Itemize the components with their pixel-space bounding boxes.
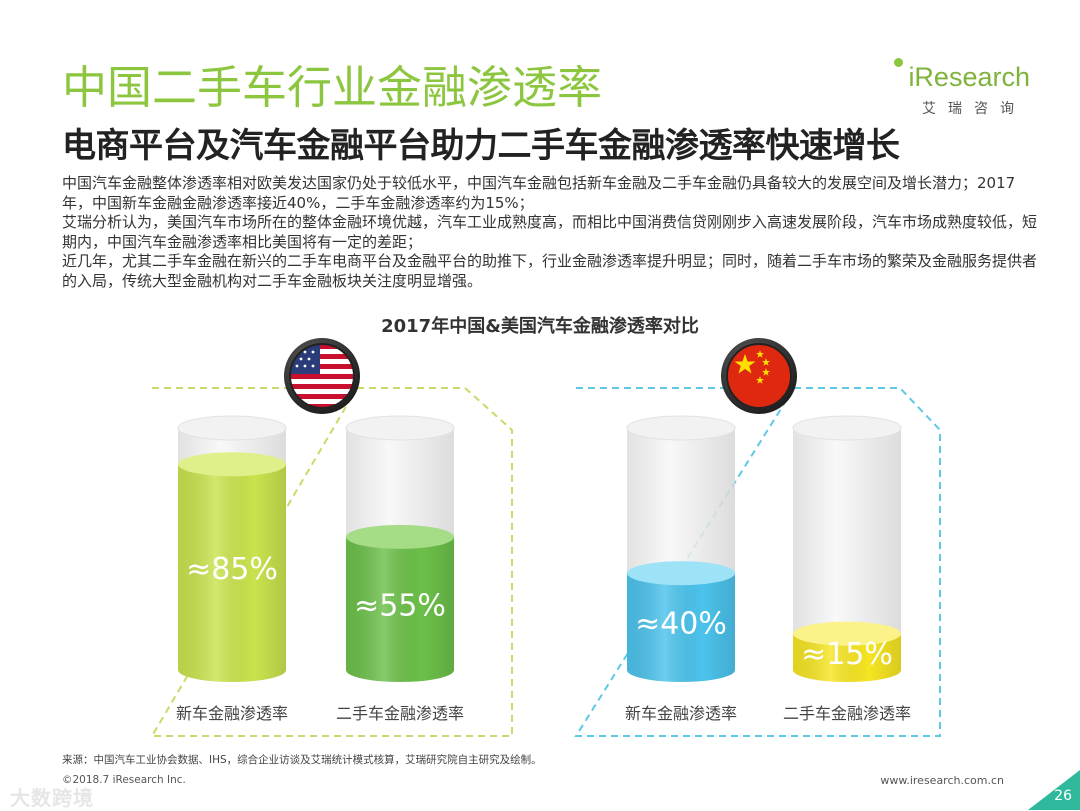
bar-category-label: 新车金融渗透率 — [625, 704, 737, 723]
tube-glass — [793, 428, 901, 682]
iresearch-logo: iResearch 艾瑞咨询 — [890, 58, 1030, 120]
bar-surface — [627, 561, 735, 586]
bar-value-label: ≈55% — [354, 588, 446, 623]
page-title: 中国二手车行业金融渗透率 — [62, 61, 603, 114]
bar-shade — [793, 633, 901, 682]
penetration-bar: ≈40% 新车金融渗透率 — [625, 415, 737, 723]
bar-category-label: 二手车金融渗透率 — [783, 704, 911, 723]
bar-surface — [793, 621, 901, 646]
source-note: 来源：中国汽车工业协会数据、IHS，综合企业访谈及艾瑞统计模式核算，艾瑞研究院自… — [62, 754, 542, 766]
page-number: 26 — [1054, 788, 1072, 804]
bar-value-label: ≈85% — [186, 552, 278, 587]
tube-rim — [345, 415, 455, 441]
logo-wordmark: iResearch — [908, 62, 1030, 92]
bar-shade — [178, 464, 286, 682]
intro-text: 中国汽车金融整体渗透率相对欧美发达国家仍处于较低水平，中国汽车金融包括新车金融及… — [62, 174, 1042, 292]
logo-dot-icon — [894, 58, 903, 67]
penetration-bar: ≈15% 二手车金融渗透率 — [783, 415, 911, 723]
bar-value-label: ≈40% — [635, 607, 727, 642]
intro-paragraph: 中国汽车金融整体渗透率相对欧美发达国家仍处于较低水平，中国汽车金融包括新车金融及… — [62, 174, 1016, 212]
page-corner-shape — [1028, 770, 1080, 810]
penetration-chart: ≈85% 新车金融渗透率 ≈55% 二手车金融渗透率 ≈40% 新车金融渗透率 ≈15% 二手… — [150, 338, 941, 737]
tube-rim — [792, 415, 902, 441]
intro-paragraph: 艾瑞分析认为，美国汽车市场所在的整体金融环境优越，汽车工业成熟度高，而相比中国消… — [62, 213, 1038, 251]
bar-category-label: 新车金融渗透率 — [176, 704, 288, 723]
chart-title: 2017年中国&美国汽车金融渗透率对比 — [381, 316, 699, 337]
china-flag-icon — [721, 338, 797, 414]
page-number-badge: 26 — [1020, 770, 1080, 810]
bar-shade — [627, 573, 735, 682]
copyright: ©2018.7 iResearch Inc. — [62, 774, 186, 786]
bar-category-label: 二手车金融渗透率 — [336, 704, 464, 723]
penetration-bar: ≈85% 新车金融渗透率 — [176, 415, 288, 723]
tube-rim — [177, 415, 287, 441]
watermark: 大数跨境 — [10, 786, 94, 810]
intro-paragraph: 近几年，尤其二手车金融在新兴的二手车电商平台及金融平台的助推下，行业金融渗透率提… — [62, 252, 1038, 290]
bar-surface — [346, 524, 454, 549]
tube-rim — [626, 415, 736, 441]
logo-tagline: 艾瑞咨询 — [922, 101, 1026, 117]
usa-group-frame — [150, 387, 513, 737]
usa-flag-icon — [284, 338, 360, 414]
bar-shade — [346, 536, 454, 682]
penetration-bar: ≈55% 二手车金融渗透率 — [336, 415, 464, 723]
website-link[interactable]: www.iresearch.com.cn — [880, 774, 1004, 787]
china-group-frame — [574, 387, 941, 737]
bar-surface — [178, 452, 286, 477]
page-subtitle: 电商平台及汽车金融平台助力二手车金融渗透率快速增长 — [62, 126, 900, 166]
bar-value-label: ≈15% — [801, 637, 893, 672]
